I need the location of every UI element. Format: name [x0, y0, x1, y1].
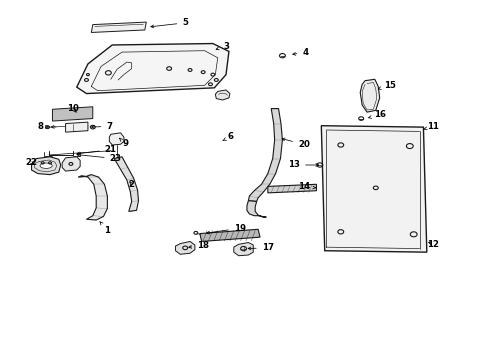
Polygon shape [114, 157, 138, 211]
Polygon shape [31, 157, 61, 175]
Text: 3: 3 [216, 41, 228, 50]
Text: 14: 14 [297, 182, 315, 191]
Text: 4: 4 [292, 48, 308, 57]
Text: 6: 6 [222, 132, 233, 141]
Polygon shape [233, 243, 253, 256]
Text: 20: 20 [282, 138, 309, 149]
Polygon shape [78, 175, 107, 220]
Polygon shape [109, 133, 123, 145]
Polygon shape [91, 22, 146, 32]
Polygon shape [65, 122, 88, 132]
Text: 5: 5 [151, 18, 188, 28]
Polygon shape [175, 242, 195, 254]
Polygon shape [215, 90, 229, 100]
Polygon shape [52, 107, 93, 121]
Polygon shape [77, 44, 228, 94]
Text: 15: 15 [378, 81, 395, 90]
Polygon shape [267, 184, 316, 193]
Polygon shape [360, 79, 379, 112]
Polygon shape [62, 157, 80, 171]
Polygon shape [321, 126, 426, 252]
Text: 2: 2 [128, 180, 134, 189]
Text: 9: 9 [119, 138, 128, 148]
Text: 23: 23 [77, 154, 122, 163]
Text: 21: 21 [77, 145, 117, 155]
Text: 11: 11 [423, 122, 438, 131]
Text: 16: 16 [367, 111, 385, 120]
Text: 1: 1 [100, 221, 110, 234]
Text: 8: 8 [37, 122, 49, 131]
Polygon shape [248, 109, 282, 202]
Polygon shape [200, 229, 260, 242]
Text: 10: 10 [67, 104, 79, 113]
Text: 22: 22 [25, 158, 38, 167]
Ellipse shape [40, 163, 52, 168]
Text: 12: 12 [427, 240, 438, 249]
Polygon shape [246, 201, 266, 217]
Text: 13: 13 [287, 161, 318, 170]
Text: 19: 19 [206, 224, 245, 234]
Text: 18: 18 [188, 240, 209, 249]
Text: 7: 7 [91, 122, 112, 131]
Text: 17: 17 [247, 243, 273, 252]
